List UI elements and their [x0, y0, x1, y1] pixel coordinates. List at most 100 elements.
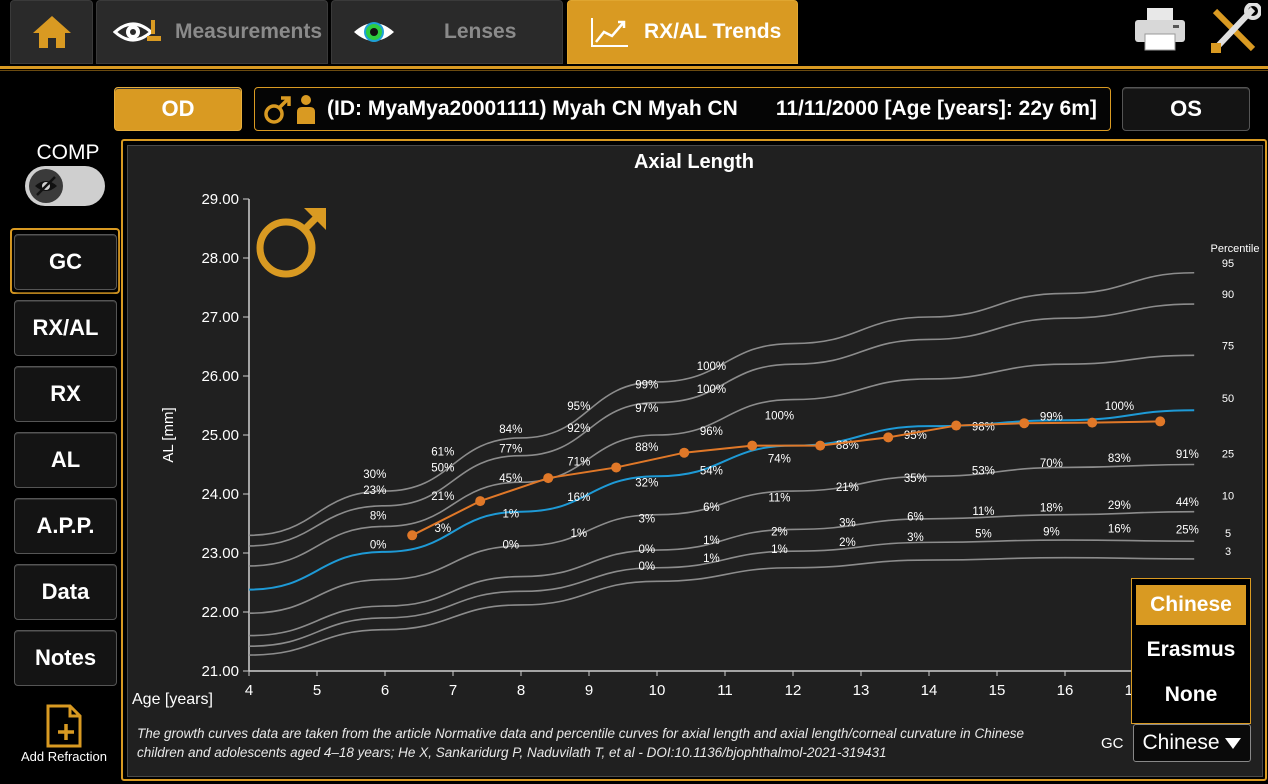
sidebar-item-rx[interactable]: RX [14, 366, 117, 422]
patient-al-point[interactable] [1019, 418, 1030, 429]
gc-option-chinese[interactable]: Chinese [1136, 585, 1246, 625]
patient-al-point[interactable] [679, 447, 690, 458]
male-sex-symbol-icon [256, 208, 326, 278]
sidebar-item-notes[interactable]: Notes [14, 630, 117, 686]
male-patient-icon [264, 95, 315, 124]
x-axis-label: Age [years] [132, 691, 213, 708]
percentile-annotation: 35% [904, 473, 927, 485]
x-tick-label: 14 [921, 682, 938, 699]
percentile-annotation: 83% [1108, 453, 1131, 465]
percentile-annotation: 88% [635, 442, 658, 454]
percentile-annotation: 84% [499, 424, 522, 436]
percentile-annotation: 70% [1040, 458, 1063, 470]
od-button[interactable]: OD [114, 87, 242, 131]
tab-measurements-label: Measurements [175, 20, 323, 43]
percentile-annotation: 99% [635, 379, 658, 391]
comp-toggle[interactable] [25, 166, 105, 206]
percentile-annotation: 3% [839, 517, 856, 529]
percentile-annotation: 96% [700, 426, 723, 438]
percentile-annotation: 100% [697, 361, 726, 373]
add-document-icon [46, 704, 82, 748]
sidebar-item-app[interactable]: A.P.P. [14, 498, 117, 554]
percentile-annotation: 32% [635, 477, 658, 489]
patient-name: (ID: MyaMya20001111) Myah CN Myah CN [327, 97, 738, 120]
sidebar-item-al[interactable]: AL [14, 432, 117, 488]
percentile-annotation: 23% [363, 485, 386, 497]
y-tick-label: 21.00 [201, 663, 239, 680]
patient-al-point[interactable] [543, 473, 554, 484]
gc-options-panel: Chinese Erasmus None [1131, 578, 1251, 724]
footnote-line-2: children and adolescents aged 4–18 years… [137, 745, 887, 760]
percentile-annotation: 53% [972, 466, 995, 478]
sidebar-item-rx-al[interactable]: RX/AL [14, 300, 117, 356]
patient-al-point[interactable] [475, 496, 486, 507]
percentile-annotation: 0% [638, 561, 655, 573]
percentile-label-5: 5 [1225, 528, 1231, 540]
patient-al-point[interactable] [1087, 417, 1098, 428]
percentile-annotation: 0% [638, 544, 655, 556]
tab-rx-al-trends-label: RX/AL Trends [644, 20, 782, 43]
percentile-annotation: 98% [972, 421, 995, 433]
percentile-annotation: 50% [431, 463, 454, 475]
x-tick-label: 10 [649, 682, 666, 699]
printer-button[interactable] [1133, 4, 1187, 54]
tab-lenses[interactable]: Lenses [331, 0, 563, 64]
patient-al-point[interactable] [407, 530, 418, 541]
percentile-annotation: 11% [768, 493, 790, 505]
percentile-annotation: 21% [836, 482, 859, 494]
percentile-annotation: 6% [907, 512, 924, 524]
add-refraction-button[interactable]: Add Refraction [8, 704, 120, 768]
home-icon [32, 16, 71, 48]
tab-rx-al-trends[interactable]: RX/AL Trends [567, 0, 798, 64]
percentile-annotation: 18% [1040, 503, 1063, 515]
percentile-curve-25 [248, 463, 1195, 614]
os-button[interactable]: OS [1122, 87, 1250, 131]
percentile-annotation: 0% [370, 539, 387, 551]
percentile-annotation: 1% [771, 544, 788, 556]
gc-option-none[interactable]: None [1164, 683, 1218, 706]
percentile-curve-10 [248, 510, 1195, 637]
tab-lenses-label: Lenses [444, 20, 517, 43]
patient-al-point[interactable] [815, 440, 826, 451]
add-refraction-label: Add Refraction [21, 749, 107, 764]
percentile-label-50: 50 [1222, 393, 1234, 405]
eye-measure-icon [113, 20, 161, 42]
percentile-annotation: 61% [431, 447, 454, 459]
x-tick-label: 13 [853, 682, 870, 699]
gc-dropdown[interactable]: Chinese [1133, 724, 1251, 762]
x-tick-label: 16 [1057, 682, 1074, 699]
legend-title: Percentile [1211, 243, 1260, 255]
patient-al-point[interactable] [611, 462, 622, 473]
y-tick-label: 24.00 [201, 486, 239, 503]
x-tick-label: 11 [717, 682, 733, 699]
gc-option-erasmus[interactable]: Erasmus [1146, 638, 1236, 661]
percentile-label-75: 75 [1222, 340, 1234, 352]
percentile-annotation: 44% [1176, 497, 1199, 509]
sidebar-item-gc[interactable]: GC [14, 234, 117, 290]
sidebar-item-data[interactable]: Data [14, 564, 117, 620]
y-tick-label: 26.00 [201, 368, 239, 385]
percentile-curve-75 [248, 354, 1195, 567]
percentile-annotation: 91% [1176, 449, 1199, 461]
tab-measurements[interactable]: Measurements [96, 0, 328, 64]
percentile-annotation: 1% [502, 509, 519, 521]
percentile-annotation: 1% [570, 528, 587, 540]
y-tick-label: 22.00 [201, 604, 239, 621]
x-tick-label: 12 [785, 682, 802, 699]
patient-al-point[interactable] [1155, 416, 1166, 427]
home-tab[interactable] [10, 0, 93, 64]
patient-al-point[interactable] [951, 420, 962, 431]
percentile-annotation: 1% [703, 553, 720, 565]
patient-al-line [411, 420, 1161, 537]
percentile-annotation: 74% [768, 454, 791, 466]
patient-al-point[interactable] [747, 440, 758, 451]
patient-al-point[interactable] [883, 432, 894, 443]
percentile-annotation: 16% [567, 492, 590, 504]
percentile-annotation: 77% [499, 444, 522, 456]
settings-button[interactable] [1207, 2, 1262, 55]
source-footnote: The growth curves data are taken from th… [137, 724, 1097, 762]
tab-underline-shadow [0, 70, 1268, 71]
comp-toggle-knob [29, 169, 63, 203]
tab-underline [0, 66, 1268, 69]
tools-icon [1211, 2, 1262, 53]
